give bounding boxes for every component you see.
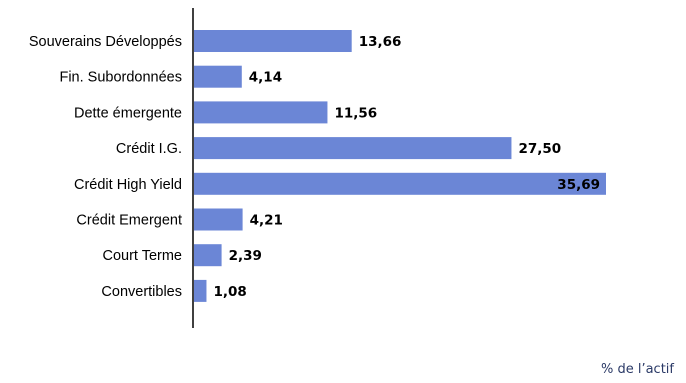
bar (194, 280, 206, 302)
category-label: Souverains Développés (29, 34, 182, 50)
unit-note: % de l’actif (601, 362, 674, 377)
category-label: Court Terme (102, 248, 182, 264)
category-label: Crédit I.G. (116, 141, 182, 157)
bar (194, 244, 222, 266)
data-label: 1,08 (213, 284, 246, 300)
category-label: Crédit High Yield (74, 177, 182, 193)
data-label: 13,66 (359, 34, 402, 50)
category-label: Fin. Subordonnées (59, 70, 182, 86)
category-label: Convertibles (101, 284, 182, 300)
data-label: 2,39 (229, 248, 262, 264)
category-labels: Souverains Développés Fin. Subordonnées De… (29, 34, 182, 300)
bar (194, 30, 352, 52)
data-label: 27,50 (518, 141, 561, 157)
value-labels: 13,66 4,14 11,56 27,50 35,69 4,21 2,39 1,08 (213, 34, 600, 300)
bar (194, 137, 511, 159)
data-label: 35,69 (557, 177, 600, 193)
bar (194, 66, 242, 88)
bar (194, 209, 243, 231)
bar (194, 101, 327, 123)
data-label: 4,21 (250, 213, 283, 229)
category-label: Crédit Emergent (76, 213, 182, 229)
category-label: Dette émergente (74, 105, 182, 121)
data-label: 4,14 (249, 70, 282, 86)
data-label: 11,56 (334, 105, 377, 121)
bar (194, 173, 606, 195)
